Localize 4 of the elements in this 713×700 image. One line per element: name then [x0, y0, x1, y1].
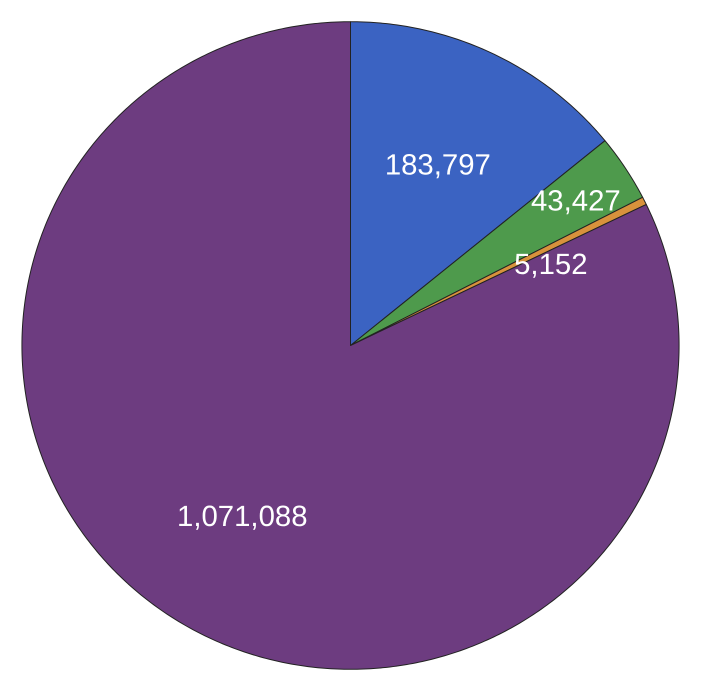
data-label: 183,797: [384, 148, 491, 182]
data-label: 5,152: [514, 248, 588, 282]
data-label: 1,071,088: [177, 500, 308, 534]
data-label: 43,427: [530, 184, 621, 218]
